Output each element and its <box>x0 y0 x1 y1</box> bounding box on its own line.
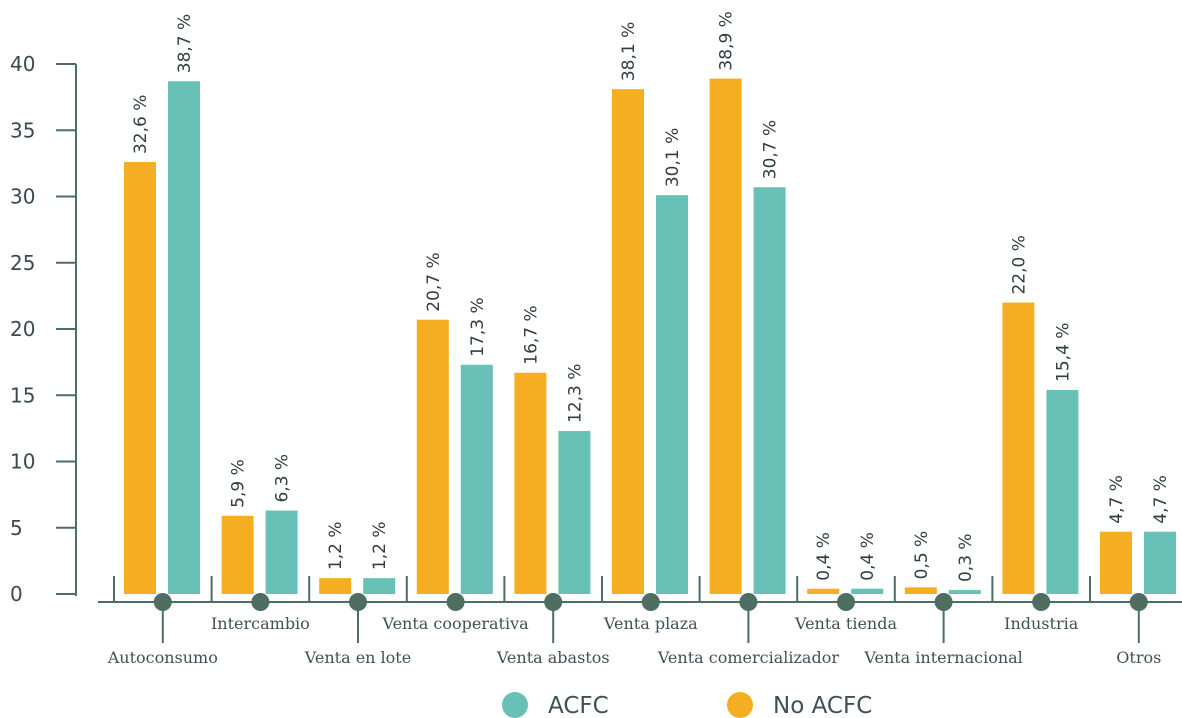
data-label: 30,7 % <box>761 120 781 179</box>
y-tick-label: 0 <box>10 582 23 606</box>
y-tick-label: 15 <box>10 383 35 407</box>
category-label: Venta internacional <box>863 648 1022 667</box>
category-marker <box>251 593 270 611</box>
data-label: 22,0 % <box>1009 235 1029 294</box>
category-label: Intercambio <box>211 614 310 633</box>
x-axis: Autoconsumo Intercambio Venta en lote Venta… <box>98 576 1182 667</box>
bar <box>1144 531 1176 594</box>
legend-swatch <box>502 692 528 718</box>
legend-label: ACFC <box>548 693 609 718</box>
category-marker <box>544 593 563 611</box>
bar <box>656 195 688 595</box>
category-marker <box>1129 593 1148 611</box>
y-tick-label: 30 <box>10 185 35 209</box>
bar <box>319 578 352 594</box>
data-label: 0,5 % <box>912 531 932 580</box>
category-marker <box>1032 593 1051 611</box>
bar <box>1100 531 1132 594</box>
data-label: 32,6 % <box>131 95 151 154</box>
legend-label: No ACFC <box>773 693 872 718</box>
bar <box>709 78 742 594</box>
data-label: 4,7 % <box>1151 475 1171 524</box>
data-label: 15,4 % <box>1053 323 1073 382</box>
data-label: 20,7 % <box>424 252 444 311</box>
bar <box>416 319 449 594</box>
category-marker <box>934 593 953 611</box>
data-label: 38,7 % <box>175 14 195 73</box>
category-label: Venta plaza <box>603 614 698 633</box>
category-label: Venta comercializador <box>657 648 839 667</box>
data-label: 1,2 % <box>326 522 346 571</box>
data-label: 16,7 % <box>521 305 541 364</box>
value-labels: 32,6 % 38,7 % 5,9 % 6,3 % 1,2 % 1,2 % 20,7 % 17… <box>131 11 1171 582</box>
data-label: 17,3 % <box>468 297 488 356</box>
bar <box>558 431 591 594</box>
category-label: Venta cooperativa <box>382 614 530 633</box>
bar <box>460 364 493 594</box>
data-label: 5,9 % <box>229 459 249 508</box>
category-label: Venta abastos <box>496 648 610 667</box>
data-label: 0,3 % <box>956 533 976 582</box>
y-tick-label: 20 <box>10 317 35 341</box>
bar <box>807 588 840 594</box>
bar <box>612 89 644 595</box>
data-label: 12,3 % <box>565 364 585 423</box>
data-label: 4,7 % <box>1107 475 1127 524</box>
legend-swatch <box>727 692 753 718</box>
category-marker <box>641 593 660 611</box>
bar <box>851 588 884 594</box>
category-label: Industria <box>1004 614 1079 633</box>
y-tick-label: 25 <box>10 251 35 275</box>
bar <box>265 510 298 594</box>
data-label: 30,1 % <box>663 128 683 187</box>
bar <box>1002 302 1035 594</box>
category-marker <box>153 593 172 611</box>
bar <box>753 187 786 594</box>
category-label: Venta en lote <box>304 648 411 667</box>
data-label: 1,2 % <box>370 522 390 571</box>
y-axis: 0 5 10 15 20 25 30 35 40 <box>10 52 77 606</box>
y-tick-label: 35 <box>10 118 35 142</box>
legend: ACFC No ACFC <box>502 692 872 718</box>
y-tick-label: 40 <box>10 52 35 76</box>
bar <box>124 162 156 595</box>
data-label: 6,3 % <box>273 454 293 503</box>
category-label: Autoconsumo <box>107 648 218 667</box>
data-label: 38,9 % <box>717 11 737 70</box>
bar <box>221 515 254 594</box>
bar <box>904 587 937 594</box>
bars <box>124 78 1176 595</box>
category-marker <box>349 593 367 611</box>
bar <box>948 590 981 594</box>
bar <box>168 81 200 595</box>
y-tick-label: 5 <box>10 516 23 540</box>
category-marker <box>739 593 758 611</box>
y-tick-label: 10 <box>10 450 35 474</box>
data-label: 0,4 % <box>814 532 834 581</box>
category-marker <box>446 593 465 611</box>
category-label: Venta tienda <box>794 614 897 633</box>
data-label: 0,4 % <box>858 532 878 581</box>
data-label: 38,1 % <box>619 22 639 81</box>
category-marker <box>837 593 855 611</box>
bar <box>1046 389 1079 594</box>
bar <box>514 372 547 594</box>
bar <box>363 578 396 594</box>
category-label: Otros <box>1116 648 1161 667</box>
